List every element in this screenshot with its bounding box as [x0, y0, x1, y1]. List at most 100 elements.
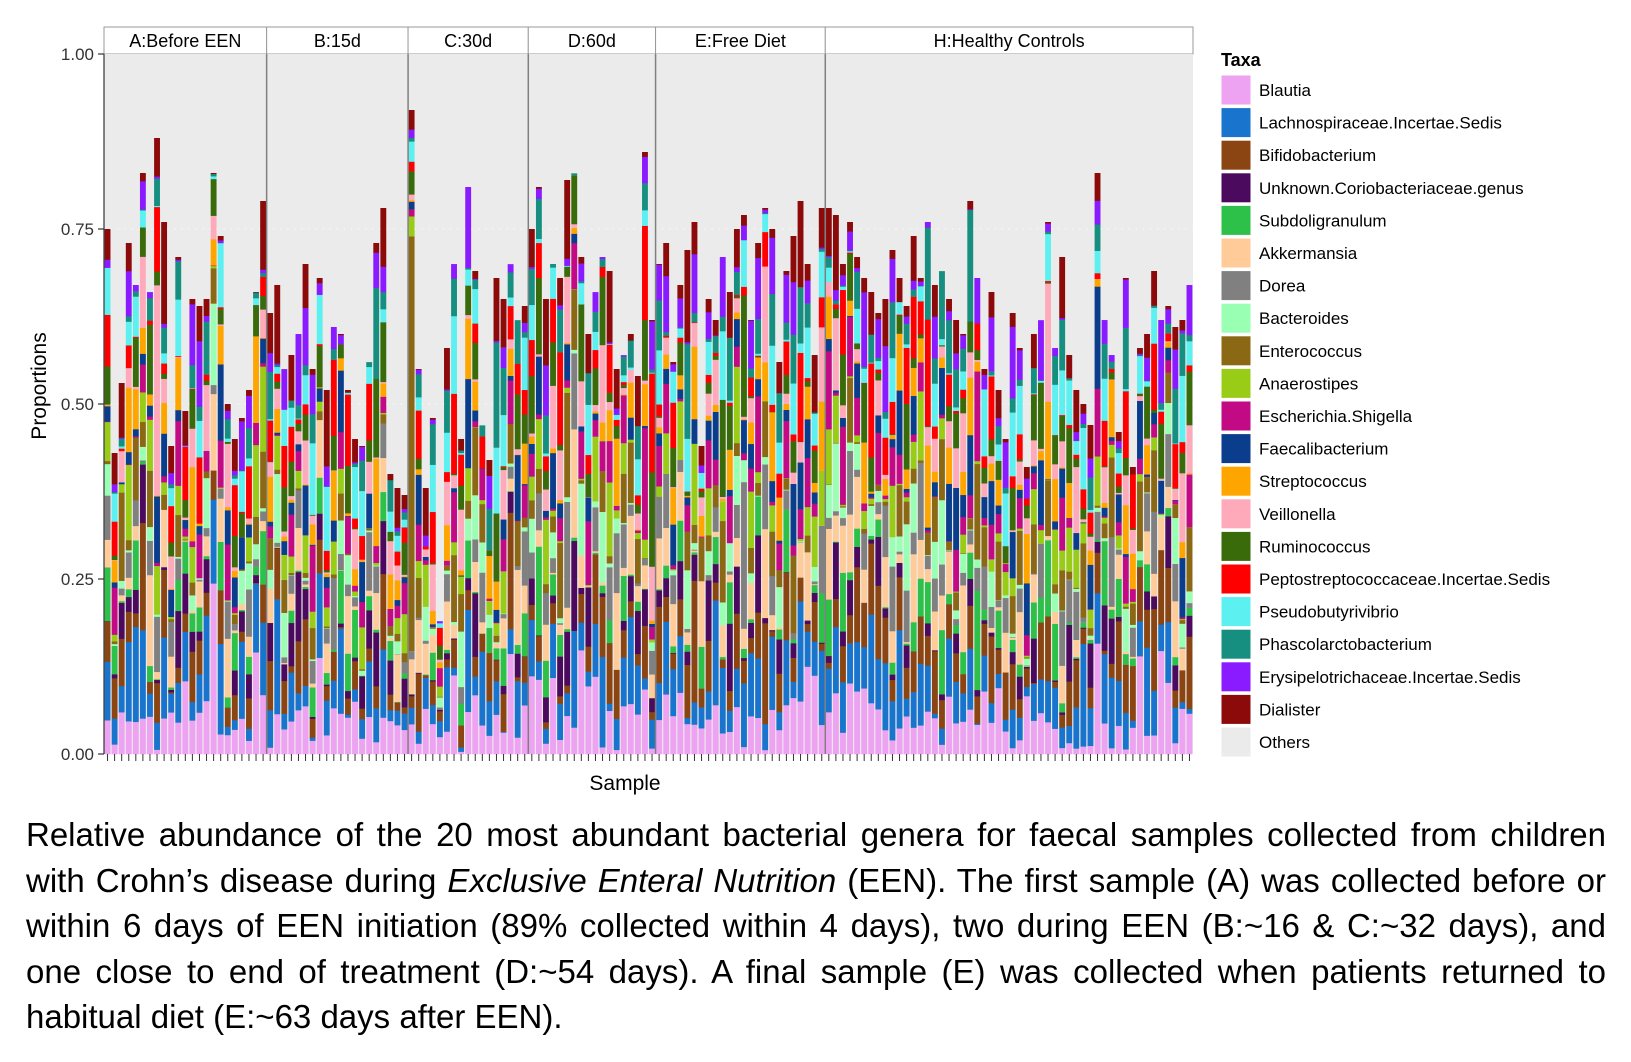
bar-segment: [472, 494, 479, 540]
bar-segment: [847, 572, 853, 581]
bar-segment: [684, 495, 691, 498]
bar-segment: [288, 461, 295, 497]
bar-segment: [231, 614, 238, 625]
bar-segment: [1052, 593, 1059, 612]
bar-segment: [345, 595, 351, 654]
bar-segment: [168, 588, 175, 590]
bar-segment: [507, 463, 514, 467]
bar-segment: [479, 622, 486, 634]
bar-segment: [924, 426, 931, 428]
bar-segment: [359, 460, 366, 492]
bar-segment: [479, 425, 486, 437]
bar-segment: [479, 468, 486, 469]
bar-segment: [429, 628, 436, 629]
bar-segment: [1045, 223, 1051, 232]
bar-segment: [203, 450, 210, 472]
bar-segment: [967, 495, 974, 519]
bar-segment: [981, 374, 988, 390]
legend-label: Dialister: [1259, 700, 1321, 719]
bar-segment: [189, 304, 196, 366]
bar-segment: [118, 588, 125, 596]
bar-segment: [196, 306, 203, 342]
bar-segment: [1002, 571, 1009, 596]
bar-segment: [1052, 528, 1059, 530]
bar-segment: [698, 446, 705, 466]
bar-segment: [1016, 379, 1023, 386]
bar-segment: [811, 516, 818, 567]
bar-segment: [535, 635, 542, 662]
bar-segment: [118, 600, 125, 603]
legend-label: Others: [1259, 733, 1310, 752]
bar-segment: [896, 629, 903, 729]
bar-segment: [960, 674, 967, 694]
bar-segment: [330, 680, 337, 709]
bar-segment: [1073, 431, 1080, 441]
bar-segment: [295, 419, 302, 424]
bar-segment: [352, 609, 358, 658]
bar-segment: [1122, 653, 1129, 665]
bar-segment: [783, 274, 790, 323]
bar-segment: [840, 286, 846, 291]
bar-segment: [500, 613, 507, 619]
bar-segment: [1122, 391, 1129, 459]
bar-segment: [1151, 423, 1158, 438]
bar-segment: [960, 334, 967, 336]
bar-segment: [981, 517, 988, 526]
bar-segment: [267, 588, 274, 624]
bar-segment: [903, 403, 910, 470]
bar-segment: [217, 240, 224, 244]
bar-segment: [832, 317, 839, 391]
bar-segment: [238, 470, 245, 472]
bar-segment: [139, 210, 146, 228]
bar-segment: [840, 405, 846, 418]
bar-segment: [118, 438, 125, 447]
bar-segment: [436, 627, 443, 646]
bar-segment: [323, 626, 330, 629]
bar-segment: [571, 175, 578, 225]
bar-segment: [352, 660, 358, 690]
bar-segment: [677, 636, 684, 693]
bar-segment: [783, 322, 790, 340]
bar-segment: [1073, 748, 1080, 755]
legend-label: Ruminococcus: [1259, 537, 1371, 556]
bar-segment: [1052, 584, 1059, 594]
bar-segment: [903, 643, 910, 646]
bar-segment: [726, 623, 733, 692]
bar-segment: [182, 446, 189, 501]
bar-segment: [1030, 466, 1037, 474]
bar-segment: [627, 367, 634, 370]
bar-segment: [337, 628, 344, 714]
bar-segment: [613, 749, 620, 755]
bar-segment: [1137, 566, 1143, 622]
bar-segment: [168, 693, 175, 713]
bar-segment: [154, 138, 160, 177]
bar-segment: [854, 257, 861, 269]
bar-segment: [924, 581, 931, 624]
bar-segment: [684, 570, 691, 629]
bar-segment: [825, 712, 832, 755]
bar-segment: [323, 550, 330, 570]
bar-segment: [415, 731, 422, 744]
bar-segment: [953, 618, 960, 625]
bar-segment: [1009, 487, 1016, 531]
bar-segment: [981, 620, 988, 624]
bar-segment: [790, 657, 797, 682]
bar-segment: [960, 651, 967, 675]
bar-segment: [889, 435, 896, 440]
bar-segment: [691, 254, 698, 314]
bar-segment: [408, 171, 415, 195]
bar-segment: [620, 473, 627, 524]
bar-segment: [564, 266, 571, 277]
bar-segment: [422, 643, 429, 675]
bar-segment: [429, 626, 436, 628]
bar-segment: [168, 505, 175, 543]
bar-segment: [712, 320, 719, 336]
bar-segment: [995, 513, 1002, 534]
bar-segment: [189, 389, 196, 429]
bar-segment: [910, 357, 917, 368]
bar-segment: [337, 334, 344, 345]
bar-segment: [500, 414, 507, 467]
bar-segment: [1165, 621, 1172, 683]
bar-segment: [1087, 635, 1094, 639]
bar-segment: [705, 488, 712, 536]
